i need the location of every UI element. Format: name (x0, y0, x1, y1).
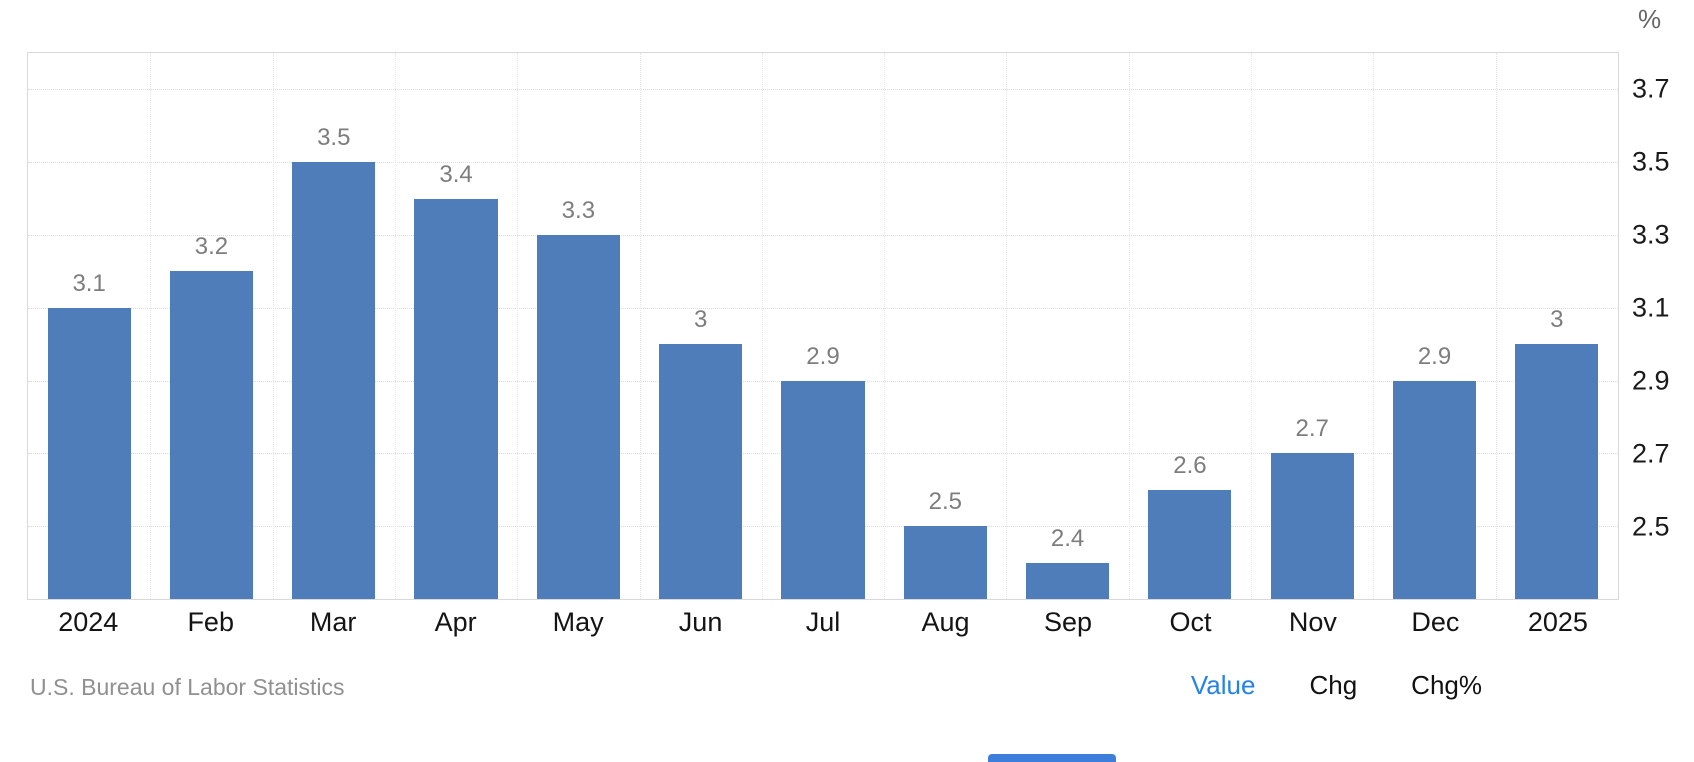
bar-Oct[interactable] (1148, 489, 1232, 599)
bar-Aug[interactable] (903, 526, 987, 599)
bar-value-label: 3.5 (317, 124, 351, 152)
plot-area: 3.1 3.2 3.5 3.4 3.3 3 2.9 2.5 2.4 2.6 2.7 2.9 3 (27, 52, 1619, 600)
vertical-gridline (639, 53, 641, 599)
x-axis-label-Aug: Aug (921, 607, 970, 637)
bar-Sep[interactable] (1026, 562, 1110, 599)
x-axis-label-Apr: Apr (434, 607, 477, 637)
y-axis-labels: 3.7 3.5 3.3 3.1 2.9 2.7 2.5 (1632, 52, 1694, 600)
x-axis-label-Mar: Mar (309, 607, 357, 637)
vertical-gridline (761, 53, 763, 599)
cutoff-blue-element (988, 754, 1116, 762)
bar-Feb[interactable] (169, 271, 254, 599)
mode-button-chg[interactable]: Chg (1309, 670, 1358, 700)
x-axis-label-2025: 2025 (1527, 607, 1588, 637)
bar-Dec[interactable] (1392, 380, 1477, 599)
x-axis-label-Oct: Oct (1169, 607, 1212, 637)
bar-value-label: 2.9 (1417, 342, 1452, 370)
bar-value-label: 3.3 (561, 197, 596, 225)
chart-footer: U.S. Bureau of Labor Statistics Value Chg… (0, 670, 1694, 710)
bar-value-label: 3 (694, 306, 708, 334)
bar-2025[interactable] (1515, 344, 1599, 599)
mode-button-value[interactable]: Value (1190, 670, 1256, 700)
y-axis-tick: 3.1 (1632, 292, 1670, 323)
vertical-gridline (150, 53, 152, 599)
source-attribution: U.S. Bureau of Labor Statistics (30, 674, 345, 700)
x-axis-labels: 2024 Feb Mar Apr May Jun Jul Aug Sep Oct Nov Dec 202… (27, 606, 1619, 638)
x-axis-label-Sep: Sep (1043, 607, 1092, 637)
vertical-gridline (1251, 53, 1253, 599)
bar-value-label: 2.4 (1050, 524, 1085, 552)
bar-Apr[interactable] (414, 198, 498, 599)
horizontal-gridline (28, 162, 1618, 164)
bar-value-label: 2.5 (928, 488, 962, 516)
bar-2024[interactable] (47, 307, 131, 599)
horizontal-gridline (28, 89, 1618, 91)
bar-value-label: 3.1 (72, 269, 106, 297)
x-axis-label-Jul: Jul (805, 607, 841, 637)
bar-May[interactable] (536, 235, 620, 599)
vertical-gridline (1006, 53, 1008, 599)
y-axis-tick: 2.5 (1632, 511, 1670, 542)
bar-value-label: 2.9 (806, 342, 840, 370)
bar-value-label: 2.7 (1295, 415, 1329, 443)
bar-Mar[interactable] (292, 162, 376, 599)
y-axis-tick: 3.3 (1632, 219, 1670, 250)
bar-value-label: 3 (1550, 306, 1564, 334)
x-axis-label-2024: 2024 (58, 607, 119, 637)
y-axis-tick: 3.5 (1632, 146, 1670, 177)
vertical-gridline (1128, 53, 1130, 599)
y-axis-unit-label: % (1638, 4, 1662, 34)
x-axis-label-Feb: Feb (187, 607, 234, 637)
mode-switcher: Value Chg Chg% (1191, 670, 1482, 701)
x-axis-label-Nov: Nov (1288, 607, 1337, 637)
mode-button-chgpct[interactable]: Chg% (1411, 670, 1482, 700)
bar-value-label: 3.2 (194, 233, 229, 261)
x-axis-label-Dec: Dec (1411, 607, 1460, 637)
y-axis-tick: 3.7 (1632, 73, 1670, 104)
y-axis-tick: 2.9 (1632, 365, 1670, 396)
horizontal-gridline (28, 307, 1618, 309)
y-axis-tick: 2.7 (1632, 438, 1670, 469)
x-axis-label-Jun: Jun (678, 607, 723, 637)
horizontal-gridline (28, 235, 1618, 236)
bar-value-label: 2.6 (1173, 451, 1207, 479)
bar-value-label: 3.4 (439, 160, 473, 188)
vertical-gridline (1373, 53, 1375, 599)
bar-Nov[interactable] (1270, 453, 1354, 599)
vertical-gridline (272, 53, 274, 599)
vertical-gridline (394, 53, 396, 599)
bar-Jul[interactable] (781, 380, 865, 599)
vertical-gridline (884, 53, 886, 599)
bar-Jun[interactable] (659, 344, 743, 599)
x-axis-label-May: May (552, 607, 604, 637)
vertical-gridline (1495, 53, 1497, 599)
vertical-gridline (517, 53, 519, 599)
